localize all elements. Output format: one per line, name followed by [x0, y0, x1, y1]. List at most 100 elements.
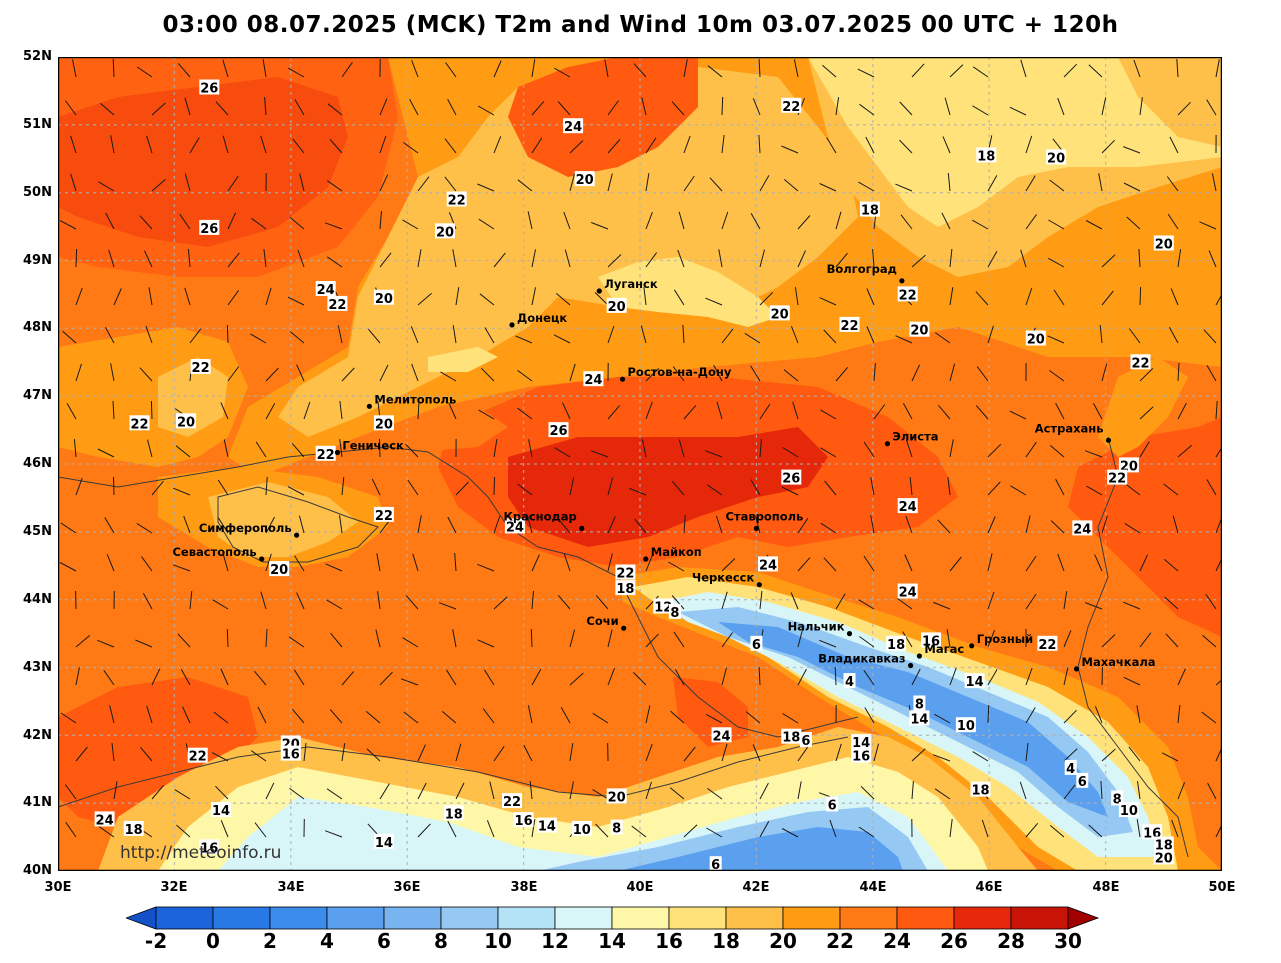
wind-barb: [212, 599, 229, 610]
wind-barb: [113, 781, 118, 800]
isotherm-label: 26: [548, 422, 569, 439]
colorbar-segment: [212, 906, 271, 930]
wind-barb: [934, 788, 951, 800]
isotherm-value: 14: [375, 836, 393, 851]
wind-barb: [858, 181, 875, 192]
temp-zone-24-26-nw: [58, 57, 398, 277]
wind-barb: [972, 751, 989, 762]
wind-barb: [972, 219, 989, 230]
wind-barb: [987, 669, 998, 686]
wind-barb: [480, 367, 495, 382]
wind-barb: [341, 671, 355, 686]
wind-barb: [368, 328, 381, 344]
wind-barb: [669, 787, 685, 800]
isotherm-value: 24: [1073, 522, 1091, 537]
isotherm-value: 26: [782, 472, 800, 487]
colorbar-tick-label: 22: [826, 929, 854, 953]
wind-barb: [678, 439, 685, 458]
city-name: Ставрополь: [725, 509, 803, 523]
city-marker: Ставрополь: [725, 509, 803, 531]
wind-barb: [1049, 825, 1065, 838]
city-dot: [596, 288, 602, 294]
wind-barb: [1099, 325, 1103, 344]
isotherm-label: 24: [711, 727, 732, 744]
lon-label-36: 36E: [393, 880, 421, 895]
isotherm-value: 24: [584, 373, 602, 388]
wind-barb: [1124, 522, 1141, 534]
isotherm-value: 22: [899, 288, 917, 303]
wind-barb: [750, 213, 761, 230]
wind-barb: [1049, 445, 1065, 458]
wind-barb: [607, 629, 613, 648]
wind-barb: [1170, 288, 1179, 306]
city-dot: [294, 532, 300, 538]
isotherm-value: 8: [670, 606, 679, 621]
wind-barb: [531, 59, 536, 78]
city-name: Мелитополь: [374, 392, 456, 406]
wind-barb: [1215, 746, 1222, 762]
wind-barb: [783, 369, 799, 382]
wind-barb: [106, 554, 115, 572]
wind-barb: [949, 287, 954, 306]
city-name: Севастополь: [172, 545, 256, 559]
isotherm-label: 22: [187, 747, 208, 765]
wind-barb: [835, 743, 842, 762]
wind-barb: [674, 668, 685, 686]
wind-barb: [949, 556, 962, 572]
lon-label-48: 48E: [1092, 880, 1120, 895]
wind-barb: [486, 820, 495, 838]
wind-barb: [873, 404, 886, 420]
wind-barb: [371, 478, 381, 496]
wind-barb: [493, 439, 498, 458]
wind-barb: [493, 515, 501, 534]
wind-barb: [607, 516, 616, 534]
wind-barb: [455, 481, 469, 496]
wind-barb: [417, 744, 426, 762]
wind-barb: [683, 175, 695, 192]
wind-barb: [211, 752, 229, 762]
wind-barb: [820, 522, 837, 534]
wind-barb: [262, 59, 267, 78]
wind-barb: [339, 439, 343, 458]
wind-barb: [377, 591, 381, 610]
isotherm-value: 22: [616, 567, 634, 582]
wind-barb: [452, 249, 457, 268]
wind-barb: [1206, 479, 1217, 496]
wind-barb: [289, 787, 305, 800]
wind-barb: [1049, 370, 1065, 382]
wind-barb: [257, 706, 267, 724]
wind-barb: [489, 781, 495, 800]
city-name: Симферополь: [199, 521, 292, 535]
wind-barb: [217, 517, 229, 534]
wind-barb: [1025, 743, 1029, 762]
wind-barb: [707, 65, 723, 78]
colorbar-tick-label: 28: [997, 929, 1025, 953]
wind-barb: [1206, 365, 1217, 382]
wind-barb: [683, 824, 698, 838]
wind-barb: [324, 830, 343, 838]
wind-barb: [265, 403, 276, 420]
wind-barb: [303, 401, 311, 420]
isotherm-value: 24: [317, 283, 335, 298]
wind-barb: [975, 291, 989, 306]
wind-barb: [113, 476, 115, 496]
isotherm-value: 12: [654, 601, 672, 616]
isotherm-label: 12: [653, 598, 674, 616]
wind-barb: [146, 135, 153, 154]
colorbar-over-arrow: [1067, 906, 1100, 930]
city-name: Грозный: [977, 632, 1034, 646]
wind-barb: [987, 516, 996, 534]
wind-barb: [683, 746, 696, 762]
wind-barb: [683, 59, 688, 78]
wind-barb: [1025, 135, 1033, 154]
wind-barb: [215, 785, 229, 800]
wind-barb: [718, 249, 723, 268]
wind-barb: [819, 297, 837, 306]
isotherm-label: 24: [94, 811, 115, 828]
isotherm-value: 16: [282, 748, 300, 763]
wind-barb: [668, 561, 685, 572]
wind-barb: [60, 522, 77, 534]
wind-barb: [946, 629, 951, 648]
wind-barb: [752, 98, 761, 116]
wind-barb: [1094, 554, 1103, 572]
